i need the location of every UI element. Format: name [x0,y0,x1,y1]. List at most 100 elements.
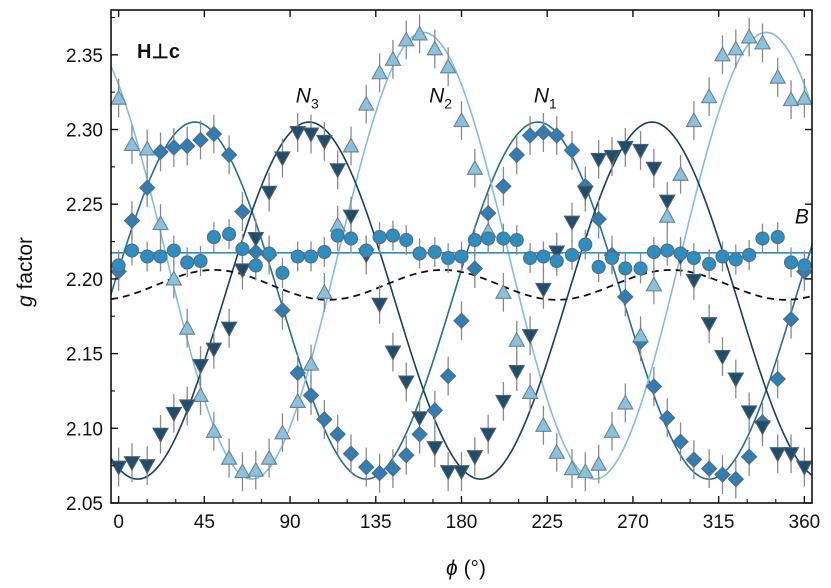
data-point-n2 [411,25,429,41]
data-point-n3 [548,245,566,261]
data-point-n2 [152,215,169,231]
data-point-n1 [357,458,375,476]
y-tick-label: 2.30 [66,121,103,142]
data-point-n2 [371,64,389,80]
data-point-n1 [479,204,497,222]
data-point-n3 [178,399,196,415]
data-point-b [290,249,305,264]
data-point-n3 [329,163,347,179]
data-point-n2 [769,68,787,84]
data-point-n1 [535,124,552,141]
data-point-n3 [714,350,731,366]
series-label-n3: N3 [296,85,319,112]
data-point-n2 [165,270,183,286]
x-axis-symbol: ϕ [446,557,458,580]
data-point-n2 [563,460,581,476]
data-point-n1 [384,460,402,477]
data-point-n3 [234,263,251,279]
data-point-n2 [740,28,758,44]
data-point-n2 [426,40,444,56]
data-point-b [317,244,332,260]
data-point-b [441,250,456,266]
data-point-n3 [371,297,389,313]
data-point-n3 [289,125,307,142]
data-point-n3 [685,273,703,290]
data-point-b [343,231,359,246]
data-point-n1 [645,378,663,395]
y-tick-label: 2.25 [66,195,103,216]
data-point-b [702,256,717,272]
data-point-n3 [782,447,800,463]
data-point-n1 [521,127,539,144]
data-point-n3 [247,232,265,248]
data-point-b [140,249,155,264]
data-point-n2 [714,46,731,62]
data-point-n3 [302,127,320,143]
data-point-n3 [384,345,402,361]
data-point-n2 [397,31,415,47]
data-point-n2 [205,422,223,438]
data-point-b [783,255,799,270]
y-tick-label: 2.20 [66,270,103,291]
data-point-n1 [178,137,196,155]
data-point-b [549,253,564,269]
data-point-b [193,253,208,269]
data-point-b [755,231,770,246]
y-tick-label: 2.05 [66,494,103,515]
fit-curve-average [110,269,813,301]
data-point-b [618,261,633,276]
data-point-n2 [508,331,526,347]
data-point-n2 [494,283,512,299]
data-point-n1 [769,370,786,388]
data-point-b [604,250,620,266]
y-axis-title: g factor [14,237,37,307]
x-tick-label: 0 [113,512,124,533]
data-point-n1 [234,203,251,220]
data-point-b [742,247,757,263]
data-point-n1 [495,178,512,195]
data-point-b [496,231,511,246]
data-point-n2 [123,135,141,152]
data-point-n1 [152,143,169,161]
data-point-n1 [123,212,141,229]
data-point-b [646,244,661,260]
x-axis-title: ϕ (°) [446,557,486,580]
data-point-b [303,249,319,264]
data-point-b [427,244,442,260]
data-point-n1 [685,451,703,468]
data-point-n1 [411,426,428,443]
data-point-b [166,243,181,258]
data-point-n2 [782,91,800,107]
fit-curve-n3 [110,121,813,480]
data-point-n2 [685,111,703,128]
data-point-n3 [590,152,608,169]
data-point-b [673,246,688,261]
data-point-n2 [274,424,291,440]
data-point-n2 [439,58,457,74]
data-markers [110,25,813,488]
data-point-b [412,246,427,261]
data-point-n3 [192,359,209,375]
data-point-n2 [178,319,196,335]
data-point-n2 [603,422,621,438]
y-axis-text: factor [14,237,37,290]
data-point-n1 [289,364,306,382]
data-point-n3 [632,143,649,160]
data-point-b [262,246,277,261]
x-axis-unit: (°) [464,557,486,580]
data-point-n2 [672,165,689,181]
data-point-b [330,228,345,243]
data-point-n3 [453,465,470,481]
data-point-n3 [795,460,813,476]
data-point-n3 [274,151,291,167]
data-point-b [399,233,414,248]
data-point-n3 [603,149,621,166]
data-point-n3 [439,465,457,481]
data-point-b [536,249,551,264]
data-point-b [797,258,812,273]
data-point-n3 [700,317,718,333]
data-point-b [728,252,743,267]
data-point-n2 [220,449,238,465]
data-point-n3 [220,321,238,337]
data-point-n3 [740,405,758,421]
